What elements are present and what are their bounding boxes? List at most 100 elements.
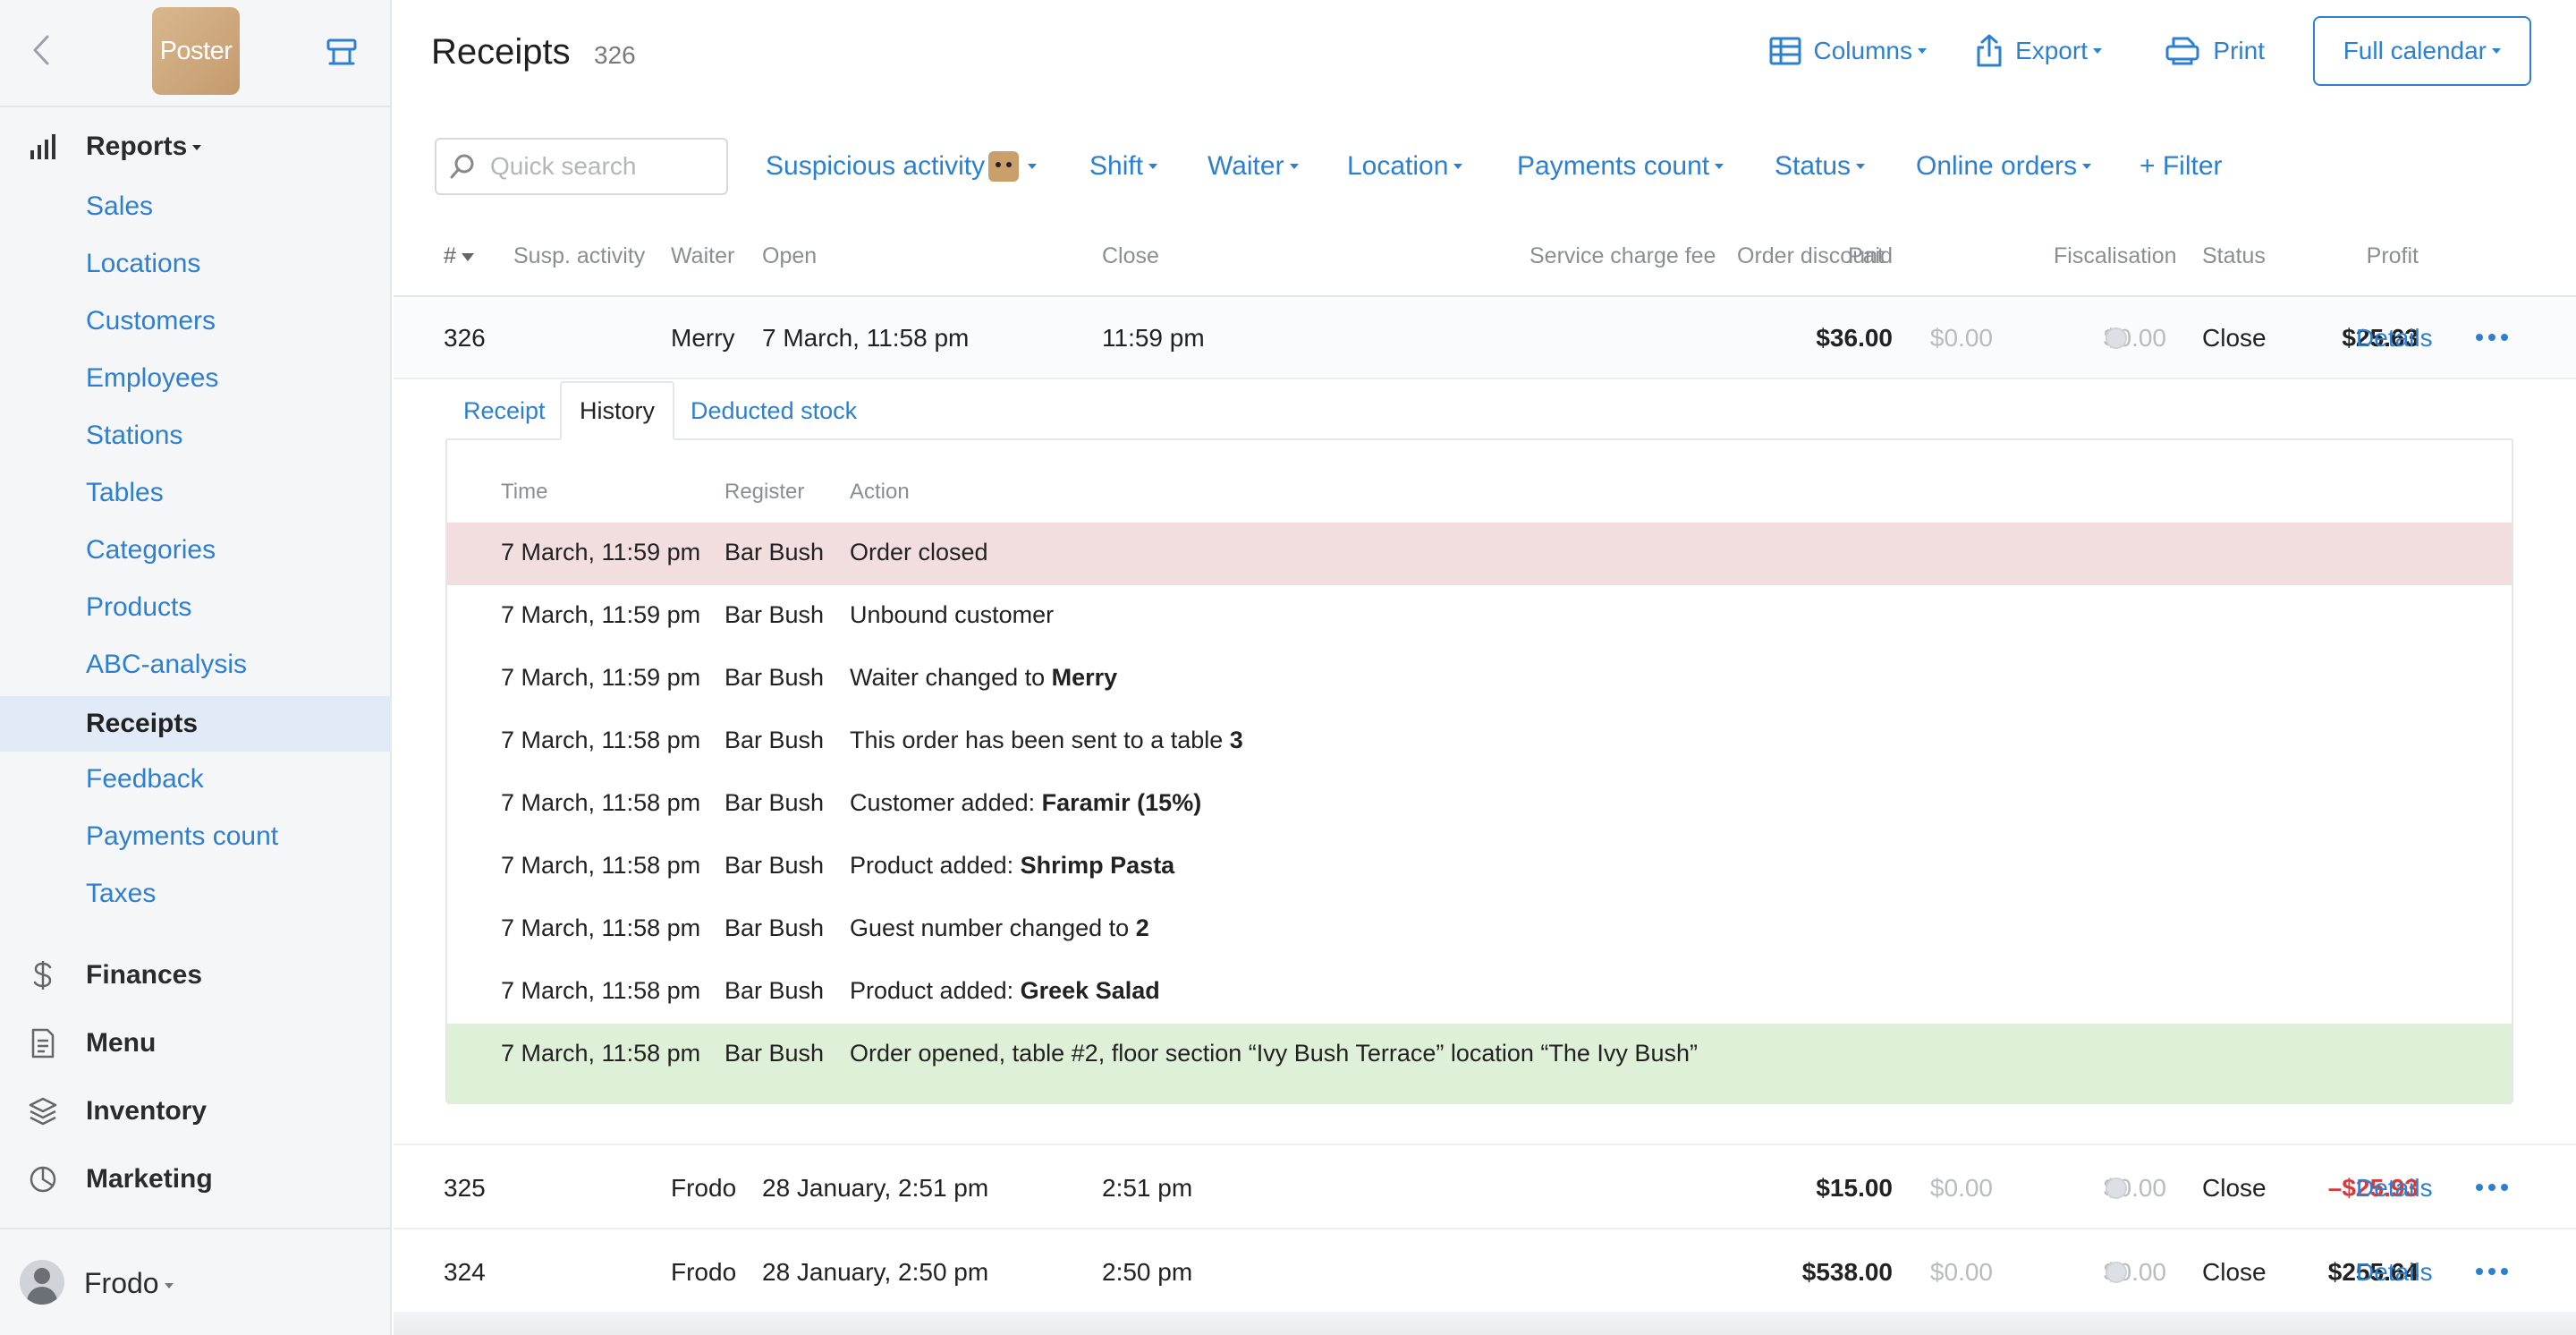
filter-shift[interactable]: Shift xyxy=(1089,138,1158,195)
col-waiter: Waiter xyxy=(671,243,735,268)
filter-suspicious-activity[interactable]: Suspicious activity xyxy=(766,138,1038,195)
avatar xyxy=(20,1260,64,1305)
pos-terminal-icon[interactable] xyxy=(324,34,360,70)
history-register: Bar Bush xyxy=(724,852,825,879)
history-row: 7 March, 11:58 pm Bar Bush Product added… xyxy=(447,836,2512,898)
filter-location-label: Location xyxy=(1347,151,1449,181)
table-row[interactable]: 324 Frodo 28 January, 2:50 pm 2:50 pm $5… xyxy=(394,1231,2576,1314)
chevron-left-icon[interactable] xyxy=(25,34,57,66)
details-link[interactable]: Details xyxy=(2356,1174,2433,1202)
sidebar-item-products[interactable]: Products xyxy=(86,592,192,622)
nav-marketing-label: Marketing xyxy=(86,1164,213,1194)
col-number[interactable]: # xyxy=(444,243,474,269)
filter-status[interactable]: Status xyxy=(1775,138,1866,195)
sidebar-item-feedback[interactable]: Feedback xyxy=(86,764,204,794)
full-calendar-button[interactable]: Full calendar xyxy=(2312,16,2531,86)
bar-chart-icon xyxy=(25,129,61,165)
history-time: 7 March, 11:58 pm xyxy=(501,727,701,753)
add-filter-button[interactable]: + Filter xyxy=(2140,151,2223,181)
row-waiter: Frodo xyxy=(671,1174,737,1202)
history-action: Product added: Greek Salad xyxy=(850,977,1160,1004)
sidebar-item-taxes[interactable]: Taxes xyxy=(86,879,157,908)
print-button[interactable]: Print xyxy=(2165,16,2265,86)
sidebar-header: Poster xyxy=(0,0,390,107)
tab-history[interactable]: History xyxy=(560,381,675,440)
logo-text: Poster xyxy=(159,36,233,65)
sidebar-item-receipts[interactable]: Receipts xyxy=(0,696,392,752)
filter-waiter[interactable]: Waiter xyxy=(1208,138,1299,195)
scared-cat-icon xyxy=(988,151,1020,182)
filter-online-orders[interactable]: Online orders xyxy=(1916,138,2092,195)
row-service-charge: $0.00 xyxy=(1929,1174,1993,1202)
history-time: 7 March, 11:58 pm xyxy=(501,1040,701,1067)
history-action: This order has been sent to a table 3 xyxy=(850,727,1243,753)
search-icon xyxy=(449,153,476,180)
sidebar-item-stations[interactable]: Stations xyxy=(86,421,183,450)
details-link[interactable]: Details xyxy=(2356,1258,2433,1286)
tab-deducted-stock[interactable]: Deducted stock xyxy=(691,396,858,424)
more-options-icon[interactable] xyxy=(2476,1174,2508,1201)
col-profit: Profit xyxy=(2366,243,2419,268)
history-time: 7 March, 11:58 pm xyxy=(501,914,701,941)
filter-online-orders-label: Online orders xyxy=(1916,151,2078,181)
fiscalisation-indicator xyxy=(2106,327,2127,349)
sidebar-item-categories[interactable]: Categories xyxy=(86,535,216,565)
more-options-icon[interactable] xyxy=(2476,324,2508,351)
history-action: Order closed xyxy=(850,539,988,565)
filter-payments-count[interactable]: Payments count xyxy=(1517,138,1724,195)
row-paid: $36.00 xyxy=(1816,324,1893,352)
history-row: 7 March, 11:59 pm Bar Bush Unbound custo… xyxy=(447,585,2512,648)
columns-button[interactable]: Columns xyxy=(1769,16,1927,86)
history-row: 7 March, 11:58 pm Bar Bush Order opened,… xyxy=(447,1024,2512,1104)
filter-shift-label: Shift xyxy=(1089,151,1144,181)
tab-receipt[interactable]: Receipt xyxy=(463,396,546,424)
filter-location[interactable]: Location xyxy=(1347,138,1463,195)
history-register: Bar Bush xyxy=(724,727,825,753)
col-number-label: # xyxy=(444,243,456,268)
nav-marketing[interactable]: Marketing xyxy=(0,1152,392,1206)
nav-menu[interactable]: Menu xyxy=(0,1016,392,1070)
document-icon xyxy=(25,1025,61,1061)
history-row: 7 March, 11:58 pm Bar Bush Product added… xyxy=(447,961,2512,1024)
history-time: 7 March, 11:58 pm xyxy=(501,852,701,879)
sidebar-item-customers[interactable]: Customers xyxy=(86,306,216,336)
history-table: Time Register Action 7 March, 11:59 pm B… xyxy=(445,438,2513,1104)
details-link[interactable]: Details xyxy=(2356,324,2433,352)
sidebar-item-abc-analysis[interactable]: ABC-analysis xyxy=(86,650,248,679)
export-button[interactable]: Export xyxy=(1976,16,2102,86)
filter-waiter-label: Waiter xyxy=(1208,151,1284,181)
history-action: Waiter changed to Merry xyxy=(850,664,1118,691)
row-open-time: 7 March, 11:58 pm xyxy=(762,324,970,352)
row-open-time: 28 January, 2:50 pm xyxy=(762,1258,989,1286)
print-label: Print xyxy=(2213,37,2265,64)
table-row[interactable]: 325 Frodo 28 January, 2:51 pm 2:51 pm $1… xyxy=(394,1147,2576,1229)
nav-reports[interactable]: Reports xyxy=(0,120,392,174)
sidebar-item-sales[interactable]: Sales xyxy=(86,191,154,221)
col-service-charge: Service charge fee xyxy=(1530,243,1716,268)
sidebar-item-employees[interactable]: Employees xyxy=(86,363,219,393)
col-fiscalisation: Fiscalisation xyxy=(2054,243,2177,268)
table-row[interactable]: 326 Merry 7 March, 11:58 pm 11:59 pm $36… xyxy=(394,297,2576,379)
history-register: Bar Bush xyxy=(724,1040,825,1067)
history-register: Bar Bush xyxy=(724,539,825,565)
more-options-icon[interactable] xyxy=(2476,1258,2508,1285)
history-register: Bar Bush xyxy=(724,601,825,628)
search-input[interactable] xyxy=(490,152,705,181)
history-action: Guest number changed to 2 xyxy=(850,914,1149,941)
fiscalisation-indicator xyxy=(2106,1178,2127,1199)
row-waiter: Merry xyxy=(671,324,735,352)
row-status: Close xyxy=(2202,1174,2267,1202)
nav-inventory[interactable]: Inventory xyxy=(0,1084,392,1138)
layers-icon xyxy=(25,1093,61,1129)
nav-finances[interactable]: Finances xyxy=(0,948,392,1002)
bottom-edge xyxy=(394,1312,2576,1335)
sidebar-item-tables[interactable]: Tables xyxy=(86,478,164,507)
table-columns-icon xyxy=(1769,37,1801,65)
poster-logo[interactable]: Poster xyxy=(152,7,240,95)
sidebar-item-locations[interactable]: Locations xyxy=(86,249,201,278)
row-profit: $255.64 xyxy=(2327,1258,2419,1286)
row-close-time: 11:59 pm xyxy=(1102,324,1205,352)
user-menu[interactable]: Frodo xyxy=(0,1228,392,1335)
user-name: Frodo xyxy=(84,1267,159,1299)
sidebar-item-payments-count[interactable]: Payments count xyxy=(86,821,279,851)
